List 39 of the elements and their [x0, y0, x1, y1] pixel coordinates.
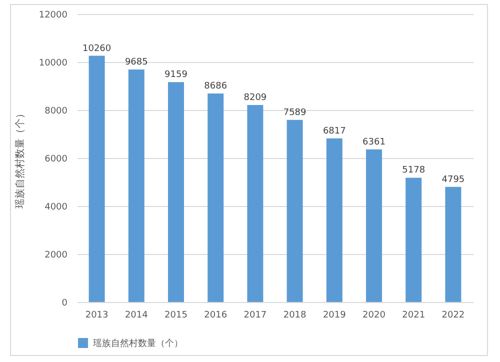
- y-tick-label: 4000: [44, 202, 68, 212]
- bar: [247, 104, 264, 302]
- bar: [208, 94, 224, 302]
- data-label: 9685: [124, 58, 148, 68]
- bar: [168, 82, 184, 302]
- data-label: 8686: [204, 82, 228, 92]
- y-axis-title: 瑶族自然村数量（个）: [14, 108, 26, 208]
- data-label: 6817: [322, 126, 346, 136]
- y-tick-label: 2000: [44, 250, 68, 260]
- y-tick-label: 8000: [44, 106, 68, 116]
- bar: [326, 138, 342, 302]
- bar: [88, 56, 105, 302]
- data-label: 9159: [164, 70, 188, 80]
- x-tick-label: 2016: [204, 310, 228, 320]
- bar: [128, 70, 144, 302]
- y-tick-label: 10000: [38, 58, 68, 68]
- data-label: 7589: [283, 108, 307, 118]
- y-tick-label: 6000: [44, 154, 68, 164]
- data-label: 5178: [402, 166, 426, 176]
- x-tick-label: 2017: [244, 310, 267, 320]
- x-tick-label: 2013: [85, 310, 108, 320]
- x-tick-label: 2018: [283, 310, 307, 320]
- y-tick-label: 0: [62, 298, 68, 308]
- x-tick-label: 2014: [124, 310, 148, 320]
- x-tick-label: 2015: [164, 310, 188, 320]
- bar: [406, 178, 422, 302]
- x-tick-label: 2019: [322, 310, 346, 320]
- data-label: 8209: [244, 92, 267, 103]
- x-tick-label: 2021: [402, 310, 426, 320]
- bar: [366, 149, 382, 302]
- legend-label: 瑶族自然村数量（个）: [93, 338, 183, 349]
- data-label: 4795: [442, 174, 465, 185]
- data-label: 6361: [362, 137, 386, 148]
- bar: [286, 120, 303, 302]
- data-label: 10260: [82, 44, 112, 54]
- y-tick-label: 12000: [38, 10, 68, 20]
- x-tick-label: 2022: [442, 310, 465, 320]
- x-tick-label: 2020: [362, 310, 386, 320]
- bar: [445, 186, 462, 302]
